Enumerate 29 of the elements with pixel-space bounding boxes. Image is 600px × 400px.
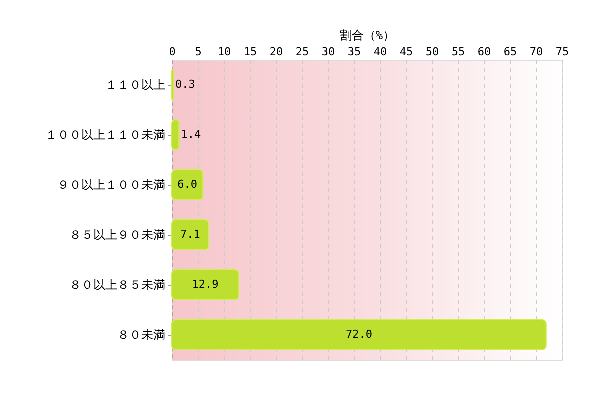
x-tick-label: 55 <box>452 46 466 58</box>
x-tick-label: 10 <box>218 46 232 58</box>
data-label: 0.3 <box>176 78 196 91</box>
x-tick-label: 45 <box>400 46 414 58</box>
x-tick-label: 65 <box>504 46 518 58</box>
data-label: 7.1 <box>180 228 200 241</box>
x-axis-title: 割合（%） <box>340 28 396 42</box>
x-tick-label: 20 <box>270 46 284 58</box>
y-tick-label: ９０以上１００未満 <box>58 178 166 192</box>
y-tick-label: ８０以上８５未満 <box>70 278 166 292</box>
data-label: 6.0 <box>178 178 198 191</box>
x-tick-label: 50 <box>426 46 440 58</box>
data-label: 1.4 <box>181 128 202 141</box>
x-tick-label: 30 <box>322 46 336 58</box>
data-label: 12.9 <box>192 278 219 291</box>
x-tick-label: 0 <box>169 46 176 58</box>
x-tick-label: 70 <box>530 46 544 58</box>
data-label: 72.0 <box>346 328 372 341</box>
y-tick-label: ８０未満 <box>118 328 166 342</box>
y-tick-label: ８５以上９０未満 <box>70 228 166 242</box>
x-tick-label: 5 <box>195 46 202 58</box>
x-tick-label: 75 <box>556 46 570 58</box>
x-tick-label: 35 <box>348 46 362 58</box>
x-tick-label: 25 <box>296 46 310 58</box>
x-tick-label: 60 <box>478 46 492 58</box>
y-tick-label: １００以上１１０未満 <box>46 128 166 142</box>
x-tick-label: 15 <box>244 46 258 58</box>
x-tick-label: 40 <box>374 46 388 58</box>
y-tick-label: １１０以上 <box>106 78 166 92</box>
